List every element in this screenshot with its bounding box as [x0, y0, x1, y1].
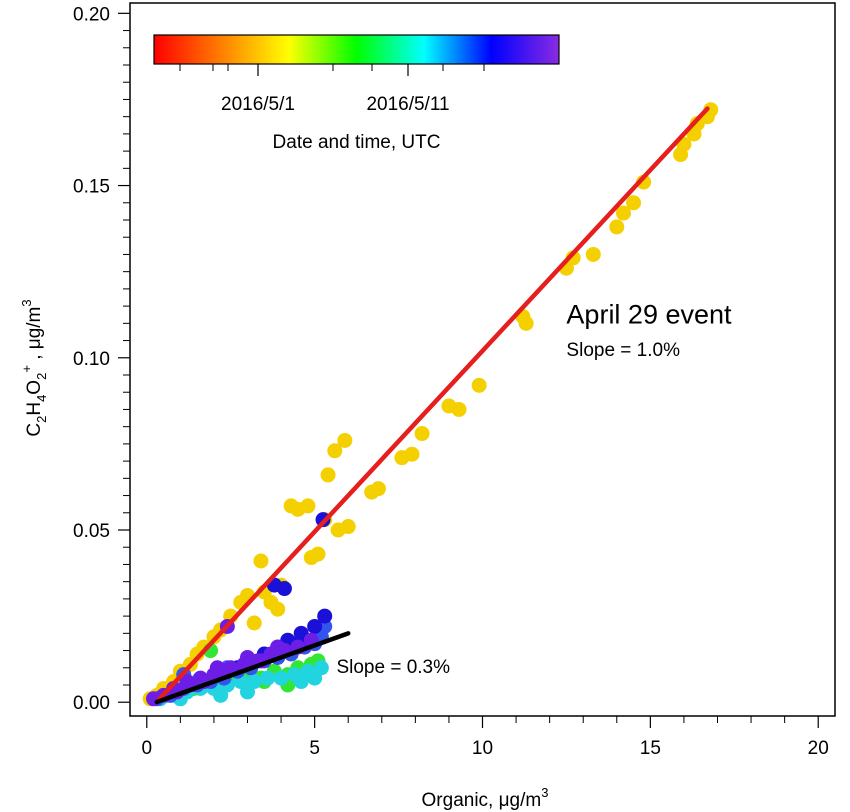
- y-axis-label-part: , μg/m: [24, 307, 45, 365]
- colorbar-tick-label: 2016/5/11: [366, 94, 449, 115]
- data-point: [310, 546, 326, 562]
- x-tick-label: 15: [640, 738, 661, 759]
- y-axis-label-part: 3: [19, 299, 34, 306]
- data-point: [404, 446, 420, 462]
- y-axis-label-part: O: [24, 380, 45, 395]
- data-point: [471, 377, 487, 393]
- x-tick-label: 10: [472, 738, 493, 759]
- annotation-label: Slope = 1.0%: [566, 340, 680, 361]
- data-point: [585, 246, 601, 262]
- x-tick-label: 20: [808, 738, 829, 759]
- data-point: [317, 608, 333, 624]
- data-point: [193, 670, 208, 686]
- x-axis-label-main: Organic, μg/m: [422, 790, 542, 811]
- y-tick-label: 0.20: [73, 4, 110, 25]
- y-tick-label: 0.05: [73, 521, 110, 542]
- data-point: [626, 195, 642, 211]
- y-tick-label: 0.15: [73, 177, 110, 198]
- data-point: [253, 553, 269, 569]
- y-axis-label-part: 4: [34, 395, 49, 402]
- data-point: [340, 519, 356, 535]
- y-axis-label-part: 2: [34, 373, 49, 380]
- colorbar-label: Date and time, UTC: [273, 132, 441, 153]
- data-point: [370, 481, 386, 497]
- data-point: [273, 670, 289, 686]
- data-point: [518, 315, 534, 331]
- data-point: [616, 205, 631, 221]
- data-point: [609, 219, 625, 235]
- data-point: [276, 581, 292, 597]
- annotation-label: April 29 event: [566, 299, 732, 329]
- colorbar-tick-label: 2016/5/1: [221, 94, 295, 115]
- y-axis-label-part: H: [24, 402, 45, 416]
- data-point: [246, 615, 262, 631]
- y-axis-label-part: +: [19, 365, 34, 373]
- data-point: [240, 649, 255, 665]
- data-point: [327, 443, 343, 459]
- data-point: [307, 670, 323, 686]
- x-axis-label: Organic, μg/m3: [422, 785, 549, 811]
- fit-line: [154, 631, 351, 705]
- fit-line: [156, 106, 710, 703]
- y-axis-label: C2H4O2+ , μg/m3: [19, 299, 49, 436]
- data-point: [270, 601, 286, 617]
- data-point: [300, 498, 316, 514]
- y-axis-label-part: 2: [34, 416, 49, 423]
- data-point: [414, 426, 430, 442]
- y-tick-label: 0.00: [73, 693, 110, 714]
- y-tick-label: 0.10: [73, 349, 110, 370]
- data-point: [293, 674, 309, 690]
- data-point: [213, 687, 229, 703]
- x-axis-label-sup: 3: [541, 785, 548, 800]
- colorbar-gradient: [153, 34, 560, 65]
- data-point: [270, 639, 286, 655]
- annotation-label: Slope = 0.3%: [336, 657, 450, 678]
- x-tick-label: 0: [141, 738, 152, 759]
- data-point: [703, 102, 719, 118]
- x-tick-label: 5: [309, 738, 320, 759]
- data-point: [179, 674, 195, 690]
- data-point: [240, 684, 255, 700]
- y-axis-label-part: C: [24, 423, 45, 437]
- data-point: [451, 401, 467, 417]
- data-point: [320, 467, 336, 483]
- data-point: [337, 432, 353, 448]
- data-point: [260, 670, 276, 686]
- data-point: [307, 618, 323, 634]
